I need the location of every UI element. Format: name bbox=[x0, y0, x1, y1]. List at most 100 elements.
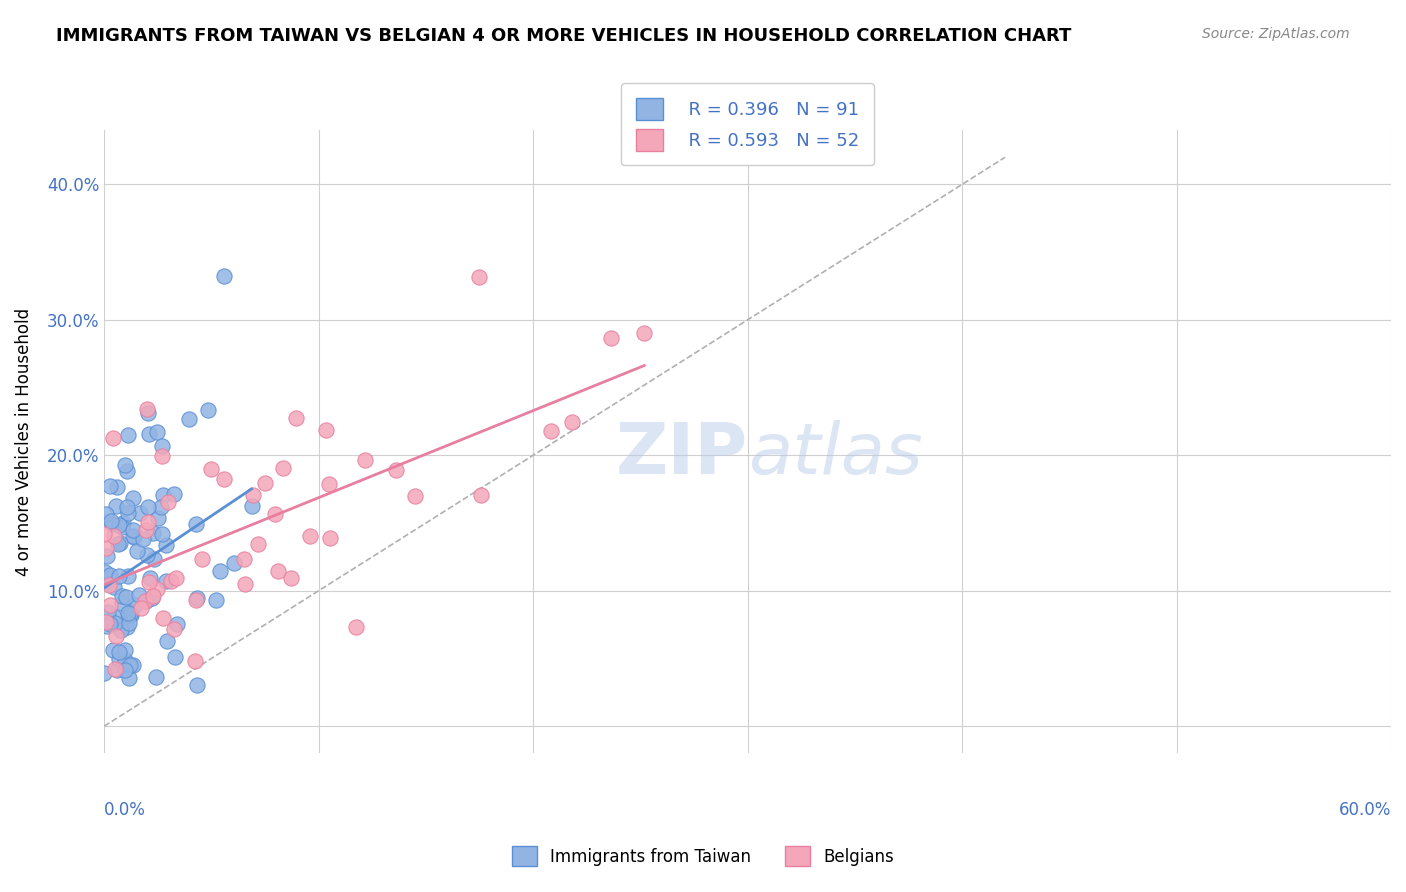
Point bbox=[242, 488, 264, 502]
Point bbox=[121, 491, 143, 505]
Point bbox=[344, 620, 367, 634]
Point bbox=[156, 633, 179, 648]
Point bbox=[166, 616, 188, 631]
Point bbox=[141, 591, 163, 606]
Point bbox=[96, 576, 118, 591]
Point bbox=[103, 431, 125, 445]
Point bbox=[157, 495, 180, 509]
Point bbox=[96, 619, 118, 633]
Point bbox=[120, 607, 142, 622]
Point bbox=[121, 529, 143, 543]
Point bbox=[111, 520, 134, 534]
Point bbox=[150, 527, 173, 541]
Point bbox=[115, 464, 138, 478]
Point bbox=[94, 541, 117, 555]
Point bbox=[354, 453, 377, 467]
Point bbox=[105, 480, 128, 494]
Point bbox=[208, 564, 231, 578]
Point bbox=[135, 594, 157, 608]
Point bbox=[271, 461, 294, 475]
Point bbox=[160, 574, 183, 588]
Point bbox=[97, 605, 120, 619]
Point bbox=[114, 663, 136, 677]
Point bbox=[163, 486, 186, 500]
Point bbox=[136, 515, 159, 529]
Point bbox=[299, 529, 322, 543]
Point bbox=[152, 611, 174, 625]
Point bbox=[107, 537, 129, 551]
Point bbox=[136, 406, 159, 420]
Point bbox=[94, 615, 117, 630]
Point bbox=[385, 463, 408, 477]
Point bbox=[404, 489, 426, 503]
Point bbox=[146, 511, 169, 525]
Text: 60.0%: 60.0% bbox=[1339, 801, 1391, 819]
Point bbox=[98, 478, 121, 492]
Point bbox=[114, 652, 136, 666]
Point bbox=[240, 499, 263, 513]
Point bbox=[96, 549, 118, 564]
Point bbox=[110, 623, 132, 637]
Point bbox=[599, 331, 621, 345]
Point bbox=[135, 523, 157, 537]
Point bbox=[96, 508, 118, 522]
Point bbox=[124, 598, 146, 612]
Point bbox=[145, 425, 167, 440]
Point bbox=[121, 524, 143, 538]
Point bbox=[155, 538, 177, 552]
Point bbox=[135, 401, 157, 416]
Point bbox=[105, 664, 128, 678]
Point bbox=[184, 655, 207, 669]
Point bbox=[93, 527, 115, 541]
Point bbox=[165, 650, 187, 665]
Point bbox=[98, 598, 121, 612]
Point bbox=[117, 607, 139, 622]
Point bbox=[129, 601, 152, 615]
Point bbox=[163, 622, 186, 636]
Point bbox=[146, 582, 169, 597]
Point bbox=[94, 565, 117, 579]
Point bbox=[232, 552, 254, 566]
Point bbox=[152, 487, 174, 501]
Point bbox=[186, 593, 208, 607]
Point bbox=[633, 326, 655, 340]
Point bbox=[98, 616, 121, 631]
Point bbox=[128, 588, 150, 602]
Point bbox=[103, 610, 125, 624]
Point bbox=[136, 500, 159, 514]
Point bbox=[122, 530, 145, 544]
Point bbox=[110, 536, 132, 550]
Point bbox=[155, 574, 177, 589]
Point bbox=[122, 658, 145, 673]
Point bbox=[111, 590, 134, 604]
Point bbox=[184, 516, 207, 531]
Point bbox=[186, 678, 208, 692]
Point bbox=[111, 516, 134, 530]
Point bbox=[138, 575, 160, 590]
Point bbox=[118, 671, 141, 685]
Point bbox=[200, 462, 222, 476]
Point bbox=[150, 449, 173, 463]
Text: ZIP: ZIP bbox=[616, 419, 748, 489]
Point bbox=[315, 423, 337, 437]
Point bbox=[118, 658, 141, 673]
Point bbox=[285, 410, 308, 425]
Point bbox=[177, 412, 200, 426]
Point bbox=[139, 571, 162, 585]
Point bbox=[128, 506, 150, 520]
Point bbox=[205, 592, 228, 607]
Point bbox=[93, 665, 115, 680]
Point bbox=[107, 518, 129, 533]
Point bbox=[105, 629, 128, 643]
Point bbox=[145, 670, 167, 684]
Point bbox=[103, 580, 125, 594]
Point bbox=[233, 577, 256, 591]
Text: IMMIGRANTS FROM TAIWAN VS BELGIAN 4 OR MORE VEHICLES IN HOUSEHOLD CORRELATION CH: IMMIGRANTS FROM TAIWAN VS BELGIAN 4 OR M… bbox=[56, 27, 1071, 45]
Point bbox=[561, 415, 583, 429]
Point bbox=[149, 500, 172, 515]
Point bbox=[118, 616, 141, 631]
Point bbox=[120, 605, 142, 619]
Point bbox=[186, 591, 208, 605]
Point bbox=[115, 500, 138, 514]
Legend:   R = 0.396   N = 91,   R = 0.593   N = 52: R = 0.396 N = 91, R = 0.593 N = 52 bbox=[621, 83, 875, 165]
